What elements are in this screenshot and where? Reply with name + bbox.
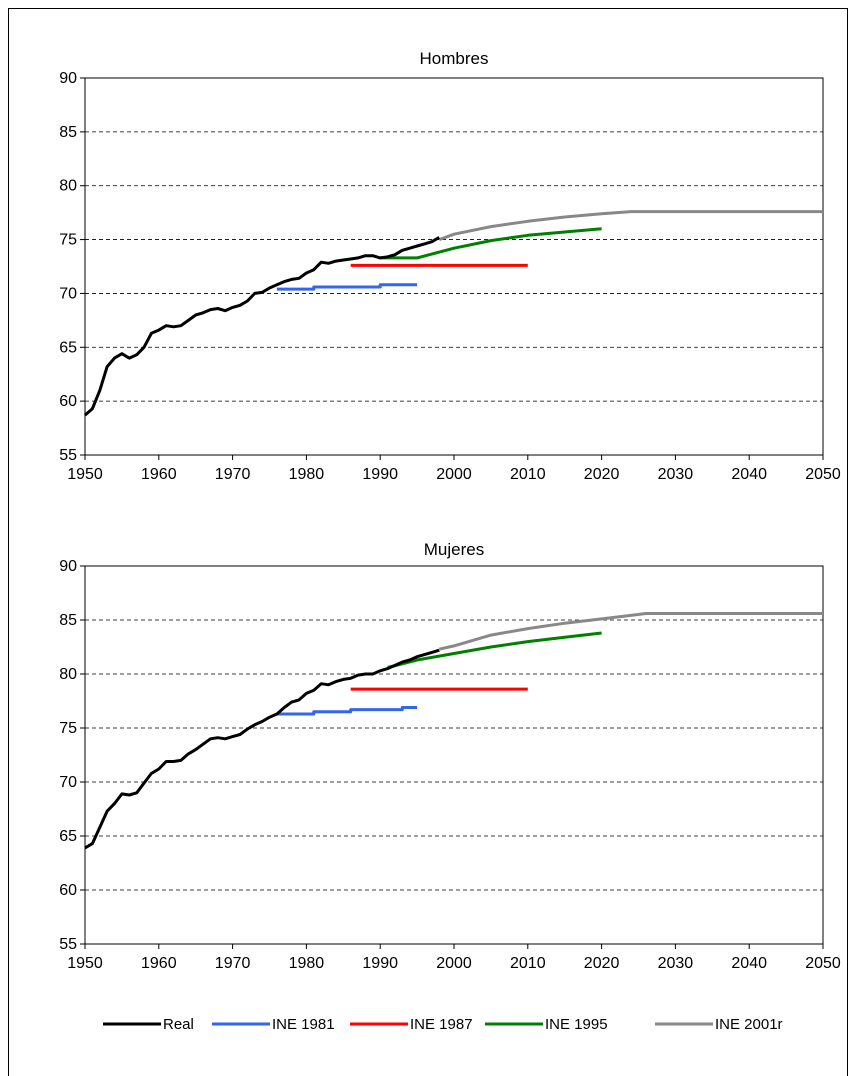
y-tick-label: 70 — [59, 285, 77, 302]
y-tick-label: 80 — [59, 178, 77, 195]
x-tick-label: 1970 — [215, 955, 251, 972]
x-tick-label: 1960 — [141, 466, 177, 483]
y-tick-label: 85 — [59, 612, 77, 629]
x-tick-label: 1950 — [67, 955, 103, 972]
x-tick-label: 2010 — [510, 955, 546, 972]
x-tick-label: 2020 — [584, 466, 620, 483]
y-tick-label: 65 — [59, 339, 77, 356]
x-tick-label: 2030 — [658, 955, 694, 972]
x-tick-label: 1970 — [215, 466, 251, 483]
y-tick-label: 55 — [59, 936, 77, 953]
x-tick-label: 2050 — [805, 466, 841, 483]
x-tick-label: 2050 — [805, 955, 841, 972]
series-line-ine-1995 — [380, 227, 602, 260]
x-tick-label: 2000 — [436, 955, 472, 972]
x-tick-label: 1960 — [141, 955, 177, 972]
x-tick-label: 2040 — [731, 955, 767, 972]
chart-panel-hombres: Hombres 55 60 65 70 75 80 85 90 1950 1960 1970 1980 1… — [59, 49, 841, 483]
x-tick-label: 1990 — [362, 955, 398, 972]
y-tick-label: 75 — [59, 232, 77, 249]
y-tick-label: 90 — [59, 558, 77, 575]
legend-label-ine-2001r: INE 2001r — [715, 1016, 783, 1033]
y-tick-label: 80 — [59, 666, 77, 683]
series-line-ine-1995 — [387, 631, 602, 669]
y-tick-label: 85 — [59, 124, 77, 141]
series-line-real — [84, 648, 440, 850]
legend-label-real: Real — [163, 1016, 194, 1033]
x-tick-label: 1990 — [362, 466, 398, 483]
x-tick-label: 2000 — [436, 466, 472, 483]
y-tick-label: 90 — [59, 70, 77, 87]
series-line-ine-1981 — [276, 283, 418, 291]
x-tick-label: 2030 — [658, 466, 694, 483]
y-tick-label: 70 — [59, 774, 77, 791]
plot-area — [84, 565, 824, 945]
legend-label-ine-1981: INE 1981 — [272, 1016, 335, 1033]
legend-label-ine-1987: INE 1987 — [410, 1016, 473, 1033]
y-tick-label: 60 — [59, 882, 77, 899]
x-tick-label: 2040 — [731, 466, 767, 483]
series-line-ine-2001r — [438, 210, 823, 242]
x-tick-label: 1980 — [289, 955, 325, 972]
x-tick-label: 2010 — [510, 466, 546, 483]
chart-panel-mujeres: Mujeres 55 60 65 70 75 80 85 90 1950 1960 1970 1980 1… — [59, 540, 841, 972]
series-line-ine-2001r — [438, 612, 823, 651]
y-tick-label: 75 — [59, 720, 77, 737]
series-line-ine-1981 — [276, 706, 418, 716]
x-tick-label: 1980 — [289, 466, 325, 483]
x-tick-label: 2020 — [584, 955, 620, 972]
figure-frame — [8, 8, 848, 1076]
legend-label-ine-1995: INE 1995 — [545, 1016, 608, 1033]
chart-title: Hombres — [420, 49, 489, 68]
legend: Real INE 1981 INE 1987 INE 1995 INE 2001r — [103, 1016, 783, 1033]
y-tick-label: 65 — [59, 828, 77, 845]
x-tick-label: 1950 — [67, 466, 103, 483]
y-tick-label: 55 — [59, 447, 77, 464]
series-line-real — [84, 236, 440, 417]
y-tick-label: 60 — [59, 393, 77, 410]
chart-title: Mujeres — [424, 540, 484, 559]
